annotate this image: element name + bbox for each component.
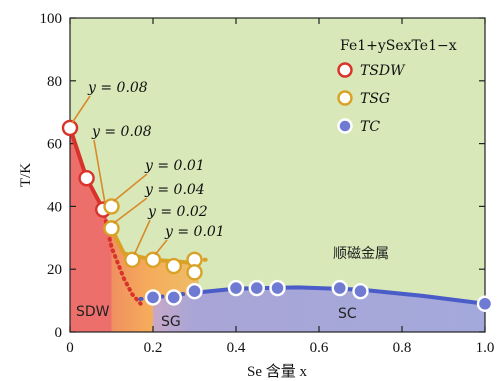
y-tick-label: 100 <box>40 11 63 27</box>
annotation-leader <box>113 197 148 225</box>
annotations: y = 0.08 y = 0.08 y = 0.01 y = 0.04 y = 0.02… <box>71 80 389 330</box>
annotation-leader <box>71 95 91 124</box>
legend-marker <box>337 118 353 134</box>
annotation-leader <box>93 139 106 205</box>
x-tick-label: 0.4 <box>227 340 246 356</box>
annotation-label: y = 0.04 <box>144 182 205 198</box>
x-tick-label: 0.6 <box>310 340 329 356</box>
sg-point <box>103 220 120 237</box>
data-marks <box>61 119 494 312</box>
sc-point <box>476 295 494 312</box>
y-axis-label: T/K <box>18 163 34 187</box>
x-tick-label: 0 <box>66 340 74 356</box>
region-label: SC <box>338 306 357 322</box>
x-tick-label: 0.8 <box>393 340 412 356</box>
sg-point <box>186 264 203 281</box>
sdw-point <box>78 169 95 187</box>
x-tick-label: 0.2 <box>144 340 163 356</box>
y-tick-label: 40 <box>47 199 62 215</box>
legend-entry: TC <box>360 119 380 135</box>
sg-region <box>111 228 199 332</box>
region-label: SDW <box>76 304 110 320</box>
legend-marker <box>337 62 353 78</box>
sc-point <box>186 282 203 300</box>
annotation-label: y = 0.01 <box>144 158 205 174</box>
sg-point <box>124 251 141 268</box>
sc-point <box>352 282 369 300</box>
legend-entry: TSG <box>360 91 390 107</box>
tick-labels: 0 0.2 0.4 0.6 0.8 1.0 0 20 40 60 80 100 <box>40 11 495 356</box>
legend-marker <box>337 90 353 106</box>
x-tick-label: 1.0 <box>476 340 495 356</box>
y-tick-label: 0 <box>55 325 63 341</box>
sg-point <box>165 257 182 275</box>
annotation-leader <box>112 173 148 203</box>
y-tick-label: 20 <box>47 262 62 278</box>
annotation-label: y = 0.08 <box>91 124 152 140</box>
legend: Fe1+ySexTe1−x TSDW TSG TC <box>337 38 457 135</box>
annotation-label: y = 0.08 <box>87 80 148 96</box>
axes-frame <box>69 17 486 333</box>
annotation-leader <box>133 219 151 256</box>
sc-point <box>269 279 286 297</box>
annotation-label: y = 0.02 <box>147 204 208 220</box>
legend-entry: TSDW <box>360 63 406 79</box>
annotation-label: y = 0.01 <box>164 224 225 240</box>
sc-point <box>144 289 162 306</box>
sc-point <box>248 279 265 297</box>
sc-point <box>227 279 245 297</box>
sg-point <box>103 198 120 215</box>
sdw-point <box>61 119 79 137</box>
plot-border <box>69 17 486 333</box>
x-axis-label: Se 含量 x <box>247 363 308 380</box>
sc-region <box>153 287 485 332</box>
region-label: 顺磁金属 <box>333 246 389 262</box>
region-label: SG <box>161 314 181 330</box>
sc-point <box>331 279 348 297</box>
sc-point <box>165 289 182 306</box>
annotation-leader <box>154 239 168 256</box>
y-tick-label: 80 <box>47 74 62 90</box>
sg-point <box>144 251 162 268</box>
plot-area <box>70 18 485 332</box>
y-tick-label: 60 <box>47 137 62 153</box>
legend-title: Fe1+ySexTe1−x <box>340 38 457 54</box>
